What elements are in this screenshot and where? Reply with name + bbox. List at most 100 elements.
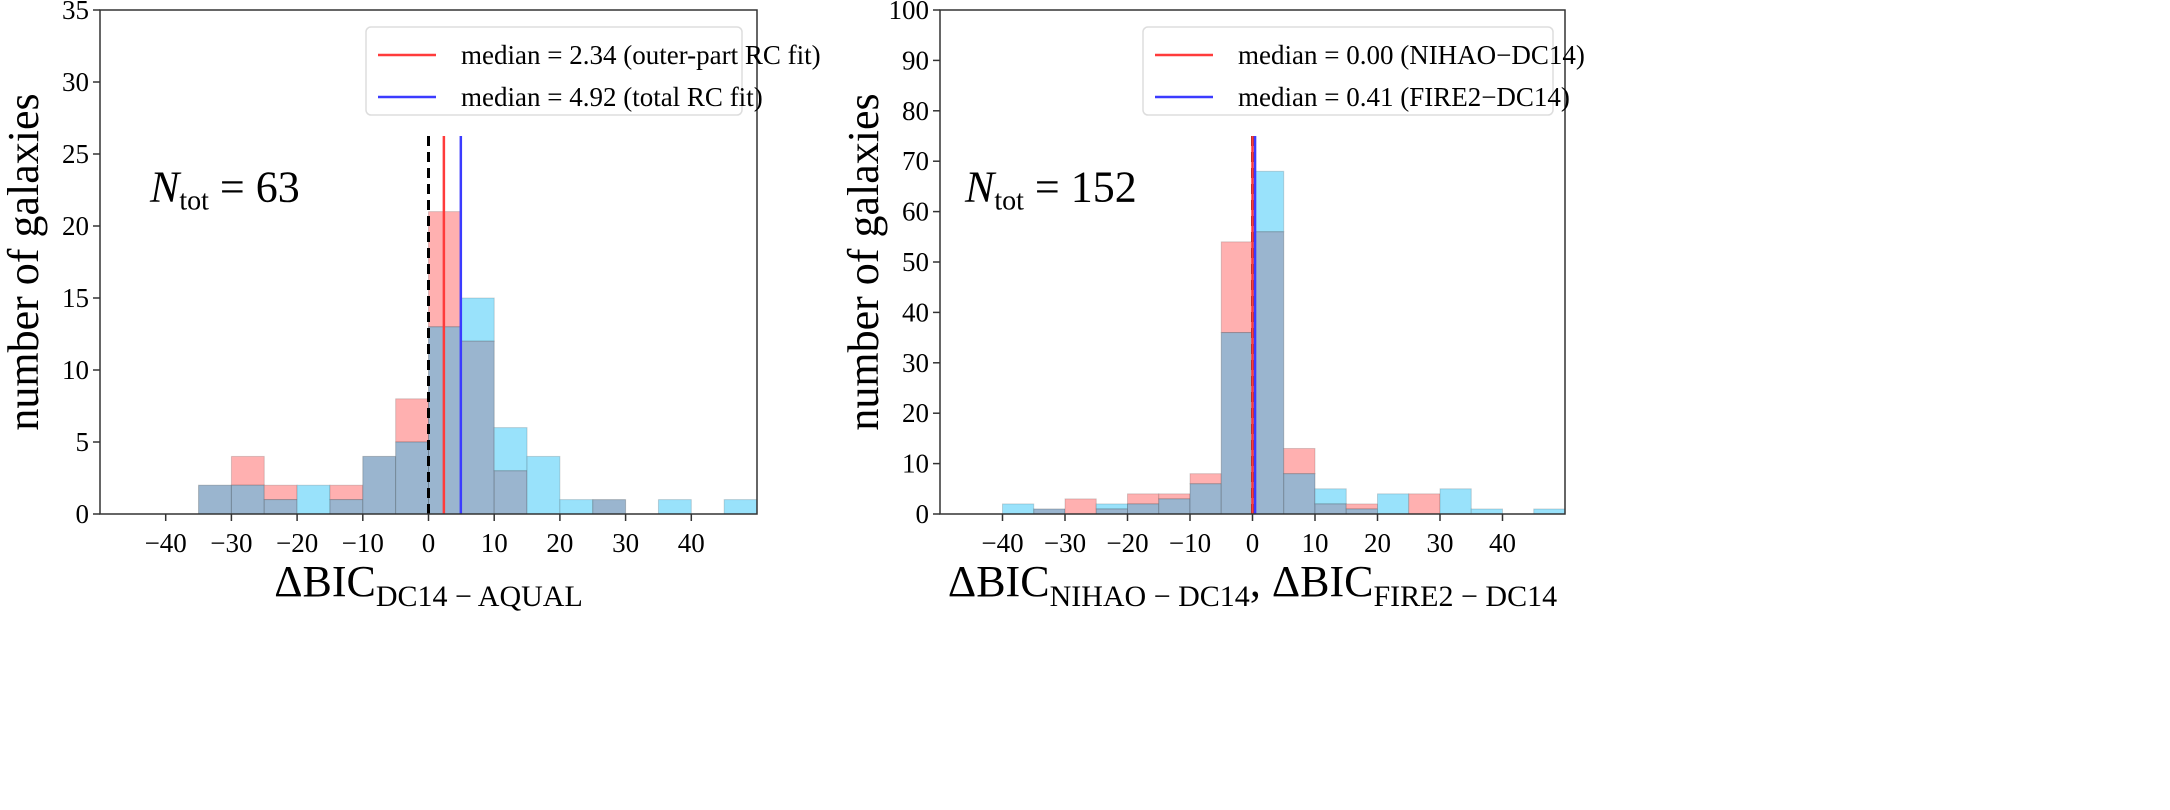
x-tick-label: −10 [342,528,384,558]
bar-overlap [395,441,429,515]
bar-cyan [493,427,528,472]
bar-red [1220,241,1253,334]
legend-box [1142,26,1554,116]
bar-overlap [1189,483,1222,515]
bar-overlap [1158,498,1191,515]
bar-cyan [1252,170,1285,233]
x-tick-label: 40 [678,528,705,558]
x-tick-label: −30 [1044,528,1086,558]
bar-overlap [592,499,627,515]
x-tick-label: −40 [981,528,1023,558]
x-tick-label: 10 [1302,528,1329,558]
bar-overlap [1127,503,1160,515]
bar-overlap [1033,508,1066,515]
bar-overlap [329,499,364,515]
y-tick-label: 0 [76,499,90,529]
n-total-annotation: Ntot = 63 [149,163,300,217]
y-tick-label: 20 [62,211,89,241]
bar-cyan [526,455,561,515]
x-tick-label: 30 [1427,528,1454,558]
x-label-main: ΔBIC [274,557,376,606]
x-tick-label: −20 [276,528,318,558]
n-total-annotation: Ntot = 152 [964,163,1137,217]
y-tick-label: 50 [902,247,929,277]
x-tick-label: 0 [1246,528,1260,558]
bar-red [1345,503,1378,510]
bar-overlap [1283,473,1316,515]
y-tick-label: 35 [62,0,89,25]
y-axis-label: number of galaxies [839,93,888,430]
bar-overlap [493,470,528,515]
x-label-main2: , ΔBIC [1250,557,1374,606]
bar-cyan [296,484,331,515]
x-axis-label: ΔBICNIHAO − DC14, ΔBICFIRE2 − DC14 [948,557,1557,613]
bar-red [1283,447,1316,475]
y-tick-label: 25 [62,139,89,169]
bar-red [329,484,364,501]
y-tick-label: 30 [62,67,89,97]
bar-cyan [460,297,495,342]
bar-cyan [723,499,758,515]
x-tick-label: 40 [1489,528,1516,558]
x-tick-label: 0 [422,528,436,558]
legend-label-blue: median = 4.92 (total RC fit) [461,82,763,112]
y-tick-label: 0 [916,499,930,529]
x-label-main: ΔBIC [948,557,1050,606]
bar-red [1064,498,1097,515]
bar-overlap [230,484,265,515]
x-tick-label: 10 [481,528,508,558]
x-label-sub2: FIRE2 − DC14 [1373,580,1557,613]
bar-cyan [1314,488,1347,505]
legend-label-red: median = 0.00 (NIHAO−DC14) [1238,40,1585,70]
y-tick-label: 80 [902,96,929,126]
y-tick-label: 90 [902,45,929,75]
bar-cyan [1439,488,1472,515]
bar-overlap [198,484,232,515]
bar-red [1408,493,1441,515]
bar-overlap [1252,231,1285,515]
x-tick-label: −40 [145,528,187,558]
x-tick-label: −10 [1169,528,1211,558]
legend-label-blue: median = 0.41 (FIRE2−DC14) [1238,82,1570,112]
legend-label-red: median = 2.34 (outer-part RC fit) [461,40,821,70]
bar-overlap [1095,508,1128,515]
x-tick-label: −30 [210,528,252,558]
y-tick-label: 60 [902,197,929,227]
y-tick-label: 30 [902,348,929,378]
legend-box [365,26,743,116]
y-tick-label: 5 [76,427,90,457]
bar-cyan [1095,503,1128,510]
y-tick-label: 10 [902,449,929,479]
x-axis-label: ΔBICDC14 − AQUAL [274,557,583,613]
x-label-sub: DC14 − AQUAL [376,580,583,613]
bar-red [1189,473,1222,485]
bar-red [263,484,298,501]
chart-2: −40 −30 −20 −10 0 10 20 30 40 0 10 20 30 40 50 60 70 80 90… [839,0,1585,613]
y-tick-label: 20 [902,398,929,428]
bar-red [230,455,265,486]
x-tick-label: 30 [612,528,639,558]
bar-overlap [1345,508,1378,515]
bar-cyan [1002,503,1035,515]
y-tick-label: 40 [902,297,929,327]
bar-overlap [460,340,495,515]
bar-overlap [263,499,298,515]
y-axis-label: number of galaxies [0,93,48,430]
bar-cyan [1533,508,1566,515]
bar-red [1127,493,1160,505]
y-tick-label: 100 [889,0,930,25]
bar-red [395,398,429,443]
x-tick-label: 20 [1364,528,1391,558]
legend: median = 0.00 (NIHAO−DC14) median = 0.41 … [1142,26,1585,116]
bar-cyan [1470,508,1503,515]
bar-cyan [559,499,594,515]
x-tick-label: 20 [546,528,573,558]
bar-cyan [657,499,692,515]
y-tick-label: 10 [62,355,89,385]
bar-overlap [362,455,397,515]
y-tick-label: 15 [62,283,89,313]
bar-cyan [1377,493,1410,515]
bar-overlap [1314,503,1347,515]
legend: median = 2.34 (outer-part RC fit) median … [365,26,821,116]
